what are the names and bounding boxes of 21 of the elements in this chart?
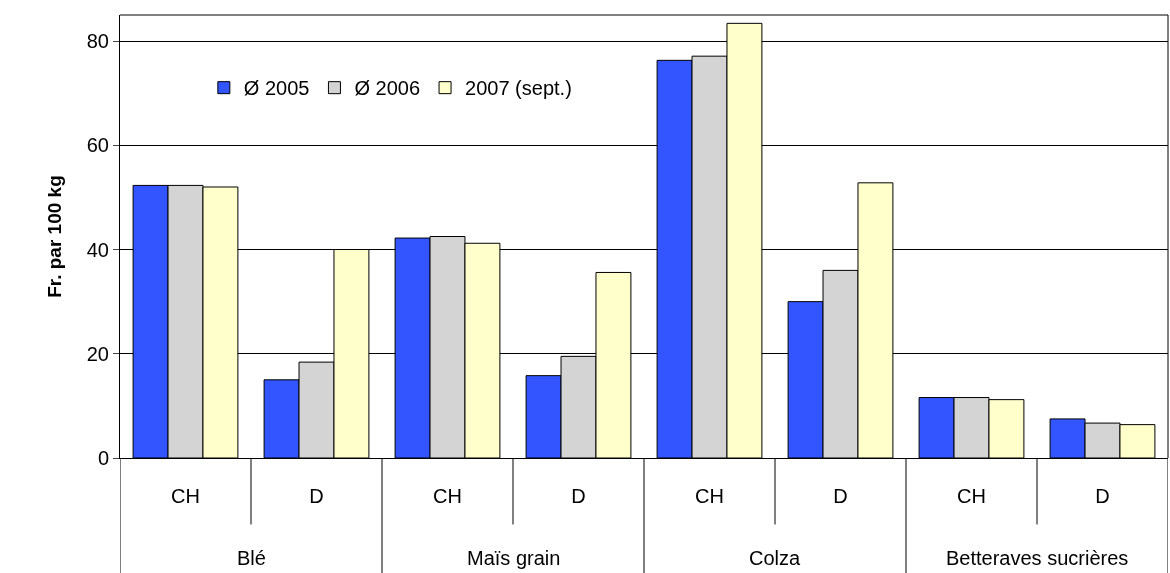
y-tick-label: 40	[86, 238, 109, 261]
text: Maïs grain	[467, 547, 561, 569]
x-tick-label: CH	[695, 485, 724, 507]
text: Colza	[749, 547, 802, 569]
text: Betteraves sucrières	[946, 547, 1129, 569]
x-tick-label: D	[571, 485, 586, 507]
text: Blé	[237, 547, 266, 569]
x-tick-label: CH	[171, 485, 200, 507]
y-tick-label: 80	[86, 30, 109, 53]
x-tick-label: CH	[433, 485, 462, 507]
y-tick-label: 20	[86, 342, 109, 365]
legend-label: 2007 (sept.)	[465, 77, 572, 100]
y-tick-label: 0	[97, 447, 109, 469]
legend-label: Ø 2005	[243, 77, 310, 100]
x-tick-label: D	[833, 485, 848, 507]
y-tick-label: 60	[86, 134, 109, 157]
y-axis-title: Fr. par 100 kg	[43, 175, 65, 298]
legend-label: Ø 2006	[354, 77, 421, 100]
x-tick-label: CH	[957, 485, 986, 507]
x-tick-label: D	[1095, 485, 1110, 507]
x-tick-label: D	[309, 485, 324, 507]
